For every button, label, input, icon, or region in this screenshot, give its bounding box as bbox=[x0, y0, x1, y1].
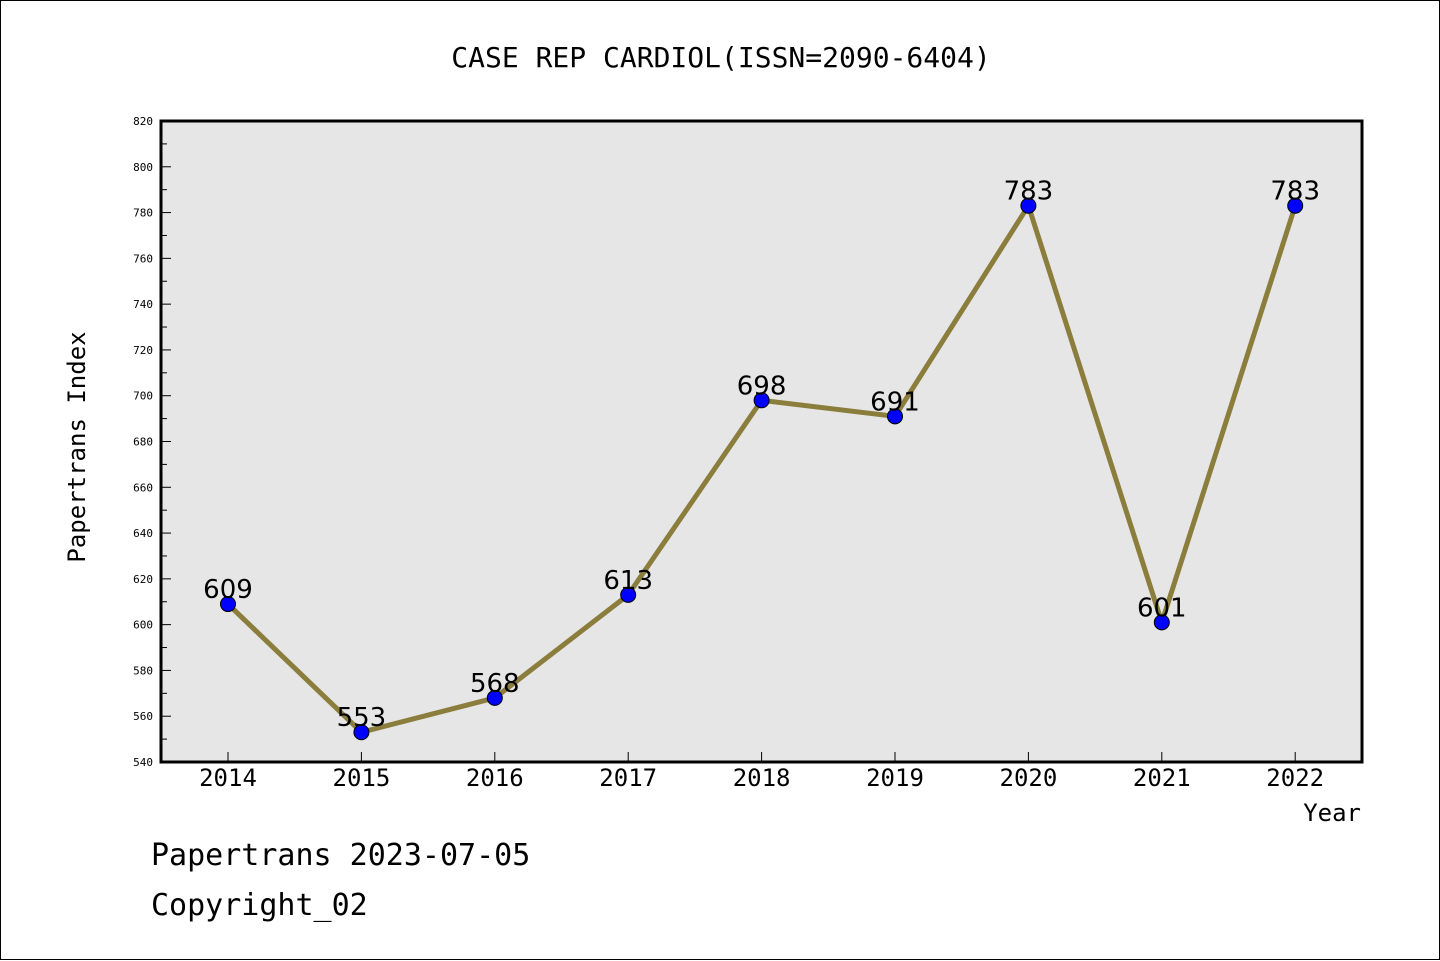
x-tick-label: 2018 bbox=[733, 764, 791, 792]
y-tick-label: 760 bbox=[133, 252, 153, 265]
x-tick-label: 2020 bbox=[1000, 764, 1058, 792]
x-tick-label: 2022 bbox=[1266, 764, 1324, 792]
data-point-marker bbox=[753, 392, 770, 409]
x-tick-label: 2017 bbox=[599, 764, 657, 792]
y-tick-label: 820 bbox=[133, 115, 153, 128]
x-axis-ticks: 2014 2015 2016 2017 2018 2019 2020 2021 2022 bbox=[199, 752, 1324, 792]
y-tick-label: 620 bbox=[133, 573, 153, 586]
data-point-marker bbox=[353, 724, 370, 741]
y-tick-label: 780 bbox=[133, 207, 153, 220]
y-tick-label: 700 bbox=[133, 390, 153, 403]
chart-title: CASE REP CARDIOL(ISSN=2090-6404) bbox=[451, 41, 990, 74]
data-point-marker bbox=[887, 408, 903, 425]
data-point-marker bbox=[620, 586, 637, 603]
y-tick-label: 560 bbox=[133, 710, 153, 723]
y-tick-label: 800 bbox=[133, 161, 153, 174]
plot-border bbox=[159, 119, 1364, 764]
data-label: 691 bbox=[870, 387, 920, 417]
y-tick-label: 680 bbox=[133, 436, 153, 449]
y-axis-ticks: 540 560 580 600 620 640 660 680 700 720 740 760 780 8… bbox=[133, 115, 171, 769]
data-point-marker bbox=[486, 689, 503, 706]
x-tick-label: 2016 bbox=[466, 764, 524, 792]
x-tick-label: 2014 bbox=[199, 764, 257, 792]
y-tick-label: 640 bbox=[133, 527, 153, 540]
plot-area bbox=[161, 121, 1362, 762]
footer-date: Papertrans 2023-07-05 bbox=[151, 838, 530, 873]
data-point-marker bbox=[1020, 197, 1037, 214]
series-line-group: 609 553 568 613 698 691 783 601 783 bbox=[203, 177, 1320, 741]
data-point-marker bbox=[1287, 197, 1304, 214]
data-label: 698 bbox=[737, 371, 787, 401]
y-tick-label: 660 bbox=[133, 481, 153, 494]
data-label: 613 bbox=[603, 566, 653, 596]
x-tick-label: 2019 bbox=[866, 764, 924, 792]
data-label: 609 bbox=[203, 575, 253, 605]
data-point-marker bbox=[1153, 614, 1170, 631]
y-tick-label: 580 bbox=[133, 664, 153, 677]
y-tick-label: 740 bbox=[133, 298, 153, 311]
x-axis-label: Year bbox=[1303, 799, 1361, 827]
data-label: 601 bbox=[1137, 593, 1187, 623]
x-tick-label: 2015 bbox=[333, 764, 391, 792]
y-tick-label: 720 bbox=[133, 344, 153, 357]
data-point-marker bbox=[220, 596, 236, 613]
data-label: 553 bbox=[337, 703, 387, 733]
footer-copyright: Copyright_02 bbox=[151, 888, 368, 923]
y-tick-label: 540 bbox=[133, 756, 153, 769]
y-tick-label: 600 bbox=[133, 619, 153, 632]
data-label: 783 bbox=[1270, 177, 1320, 207]
y-axis-label: Papertrans Index bbox=[63, 331, 91, 562]
data-label: 568 bbox=[470, 669, 520, 699]
x-tick-label: 2021 bbox=[1133, 764, 1191, 792]
data-label: 783 bbox=[1004, 177, 1054, 207]
